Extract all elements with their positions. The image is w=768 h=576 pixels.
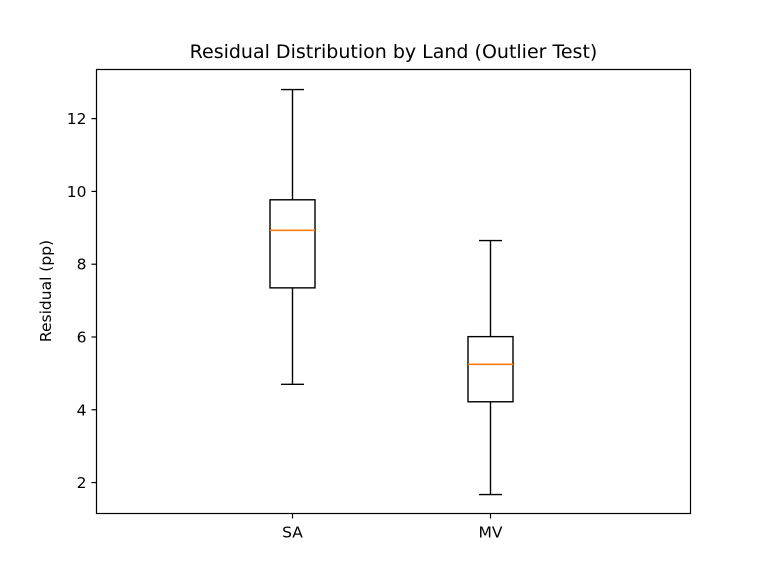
y-tick-label: 12: [67, 110, 87, 128]
plot-area: 2 4 6 8 10 12 SA MV: [67, 88, 514, 542]
box-iqr: [467, 335, 514, 403]
x-tick-label: SA: [282, 524, 303, 542]
y-axis-label: Residual (pp): [37, 240, 55, 342]
box-iqr: [269, 199, 316, 289]
plot-frame: [95, 68, 692, 515]
y-tick-label: 4: [77, 401, 87, 419]
y-tick-label: 8: [77, 256, 87, 274]
y-tick-label: 10: [67, 183, 87, 201]
x-tick-label: MV: [479, 524, 503, 542]
chart-title: Residual Distribution by Land (Outlier T…: [190, 41, 598, 63]
y-tick-label: 2: [77, 474, 87, 492]
y-tick-label: 6: [77, 328, 87, 346]
